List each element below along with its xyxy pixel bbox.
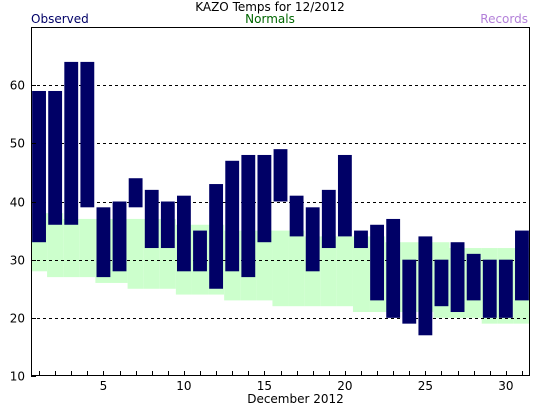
normal-band-day-3: [63, 218, 80, 278]
observed-bar-day-28: [466, 253, 481, 301]
observed-bar-day-25: [418, 236, 433, 336]
observed-bar-day-17: [289, 195, 304, 237]
x-tick-label-5: 5: [100, 379, 108, 393]
observed-bar-day-18: [305, 207, 320, 272]
x-tick-label-25: 25: [418, 379, 433, 393]
x-tick-label-20: 20: [337, 379, 352, 393]
observed-bar-day-21: [354, 230, 368, 249]
normal-band-day-7: [127, 218, 144, 289]
observed-bar-day-23: [386, 218, 401, 318]
plot-frame: [31, 27, 530, 376]
observed-bar-day-24: [402, 259, 417, 324]
y-tick-label-50: 50: [10, 137, 25, 151]
normal-band-day-15: [256, 230, 273, 301]
observed-bar-day-22: [370, 224, 385, 301]
legend-normals: Normals: [245, 12, 295, 26]
normal-band-day-2: [47, 213, 64, 278]
chart-title: KAZO Temps for 12/2012: [195, 0, 345, 14]
y-tick-label-40: 40: [10, 196, 25, 210]
observed-bars: [32, 61, 529, 336]
observed-bar-day-19: [321, 189, 336, 249]
observed-bar-day-27: [450, 242, 465, 313]
legend-records: Records: [480, 12, 528, 26]
observed-bar-day-6: [112, 201, 127, 272]
normal-band-day-4: [79, 218, 96, 278]
y-tick-label-20: 20: [10, 312, 25, 326]
observed-bar-day-5: [96, 207, 111, 278]
x-tick-label-30: 30: [498, 379, 513, 393]
observed-bar-day-7: [128, 178, 143, 208]
observed-bar-day-13: [225, 160, 240, 272]
normal-band-day-16: [272, 230, 289, 307]
x-tick-label-15: 15: [257, 379, 272, 393]
observed-bar-day-20: [337, 154, 352, 237]
normal-band-day-20: [336, 236, 353, 307]
observed-bar-day-12: [209, 184, 224, 289]
x-axis-label: December 2012: [247, 392, 344, 406]
axes: 10 20 30 40 50 60 5 10 15 20 25 30: [10, 27, 530, 393]
observed-bar-day-29: [482, 259, 497, 318]
x-tick-label-10: 10: [176, 379, 191, 393]
observed-bar-day-30: [498, 259, 513, 318]
observed-bar-day-31: [515, 230, 529, 301]
observed-bar-day-14: [241, 154, 256, 278]
observed-bar-day-1: [32, 90, 46, 243]
normal-band-day-17: [288, 230, 305, 307]
normal-band-day-21: [352, 236, 370, 313]
y-tick-label-10: 10: [10, 370, 25, 384]
observed-bar-day-2: [48, 90, 63, 225]
observed-bar-day-10: [176, 195, 191, 272]
normal-band-day-19: [320, 236, 337, 307]
observed-bar-day-11: [193, 230, 207, 272]
observed-bar-day-8: [144, 189, 159, 249]
observed-bar-day-9: [160, 201, 175, 249]
observed-bar-day-4: [80, 61, 95, 208]
observed-bar-day-3: [64, 61, 79, 225]
observed-bar-day-26: [434, 259, 449, 307]
observed-bar-day-15: [257, 154, 272, 243]
y-tick-label-30: 30: [10, 254, 25, 268]
observed-bar-day-16: [273, 149, 288, 202]
legend-observed: Observed: [31, 12, 89, 26]
y-tick-label-60: 60: [10, 79, 25, 93]
